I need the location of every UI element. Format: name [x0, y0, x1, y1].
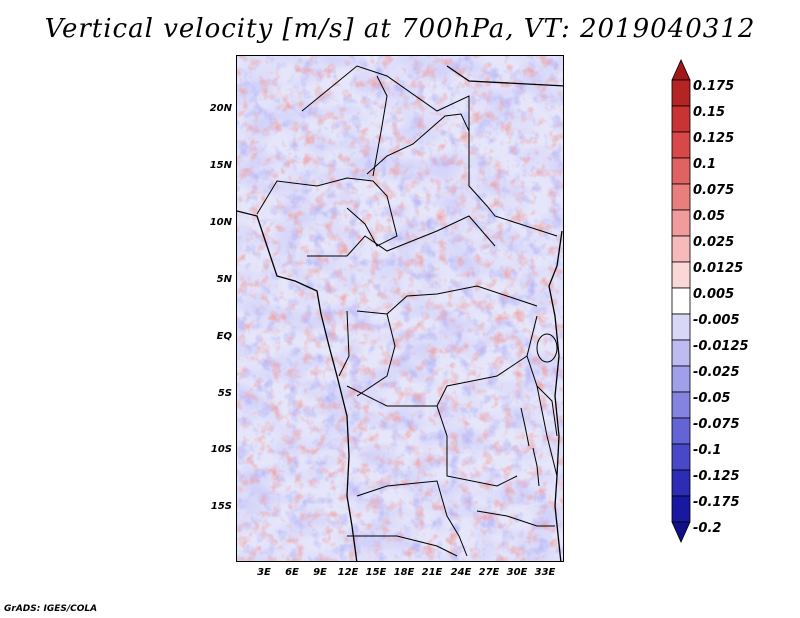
- colorbar-cell: [671, 365, 691, 393]
- lat-label-15n: 15N: [209, 160, 232, 171]
- colorbar-label: 0.15: [693, 105, 726, 120]
- lat-label-eq: EQ: [216, 331, 232, 342]
- lat-label-10n: 10N: [209, 217, 232, 228]
- colorbar-cell: [671, 157, 691, 185]
- colorbar-cell: [671, 79, 691, 107]
- colorbar-cell: [671, 209, 691, 237]
- colorbar-label: -0.0125: [693, 339, 749, 354]
- colorbar-cell: [671, 391, 691, 419]
- colorbar-label: -0.005: [693, 313, 740, 328]
- colorbar-label: -0.075: [693, 417, 740, 432]
- colorbar-bottom-arrow: [671, 521, 691, 543]
- lon-label-27e: 27E: [478, 567, 500, 578]
- map-plot-area: [236, 55, 564, 562]
- colorbar-label: 0.0125: [693, 261, 744, 276]
- colorbar-cell: [671, 339, 691, 367]
- colorbar-cell: [671, 235, 691, 263]
- colorbar-cell: [671, 131, 691, 159]
- colorbar-cell: [671, 417, 691, 445]
- country-borders: [256, 65, 558, 557]
- field-speckle-layer: [237, 56, 563, 561]
- lon-label-6e: 6E: [285, 567, 299, 578]
- colorbar-label: -0.025: [693, 365, 740, 380]
- colorbar-cell: [671, 443, 691, 471]
- lat-label-5s: 5S: [217, 388, 232, 399]
- colorbar-cell: [671, 183, 691, 211]
- colorbar-label: -0.175: [693, 495, 740, 510]
- lat-label-20n: 20N: [209, 103, 232, 114]
- lakes: [520, 333, 558, 487]
- colorbar-cell: [671, 495, 691, 523]
- lon-label-15e: 15E: [365, 567, 387, 578]
- colorbar-cell: [671, 313, 691, 341]
- lon-label-21e: 21E: [421, 567, 443, 578]
- lat-label-5n: 5N: [216, 274, 232, 285]
- grads-credit: GrADS: IGES/COLA: [4, 604, 98, 614]
- colorbar: [671, 59, 691, 543]
- colorbar-label: -0.125: [693, 469, 740, 484]
- colorbar-label: 0.025: [693, 235, 735, 250]
- lon-label-9e: 9E: [313, 567, 327, 578]
- colorbar-top-arrow: [671, 59, 691, 81]
- colorbar-label: -0.1: [693, 443, 722, 458]
- colorbar-label: -0.2: [693, 521, 722, 536]
- lon-label-30e: 30E: [506, 567, 528, 578]
- colorbar-label: 0.175: [693, 79, 735, 94]
- lat-label-15s: 15S: [210, 501, 232, 512]
- colorbar-cell: [671, 105, 691, 133]
- colorbar-label: 0.075: [693, 183, 735, 198]
- lon-label-12e: 12E: [337, 567, 359, 578]
- lon-label-3e: 3E: [257, 567, 271, 578]
- lon-label-33e: 33E: [534, 567, 556, 578]
- coastlines: [237, 65, 563, 561]
- lat-label-10s: 10S: [210, 444, 232, 455]
- lon-label-24e: 24E: [450, 567, 472, 578]
- colorbar-label: 0.05: [693, 209, 726, 224]
- colorbar-cell: [671, 469, 691, 497]
- colorbar-cell: [671, 287, 691, 315]
- colorbar-label: -0.05: [693, 391, 731, 406]
- lon-label-18e: 18E: [393, 567, 415, 578]
- colorbar-cell: [671, 261, 691, 289]
- vertical-velocity-field: [237, 56, 563, 561]
- map-title: Vertical velocity [m/s] at 700hPa, VT: 2…: [44, 14, 756, 44]
- colorbar-label: 0.1: [693, 157, 717, 172]
- colorbar-label: 0.125: [693, 131, 735, 146]
- colorbar-label: 0.005: [693, 287, 735, 302]
